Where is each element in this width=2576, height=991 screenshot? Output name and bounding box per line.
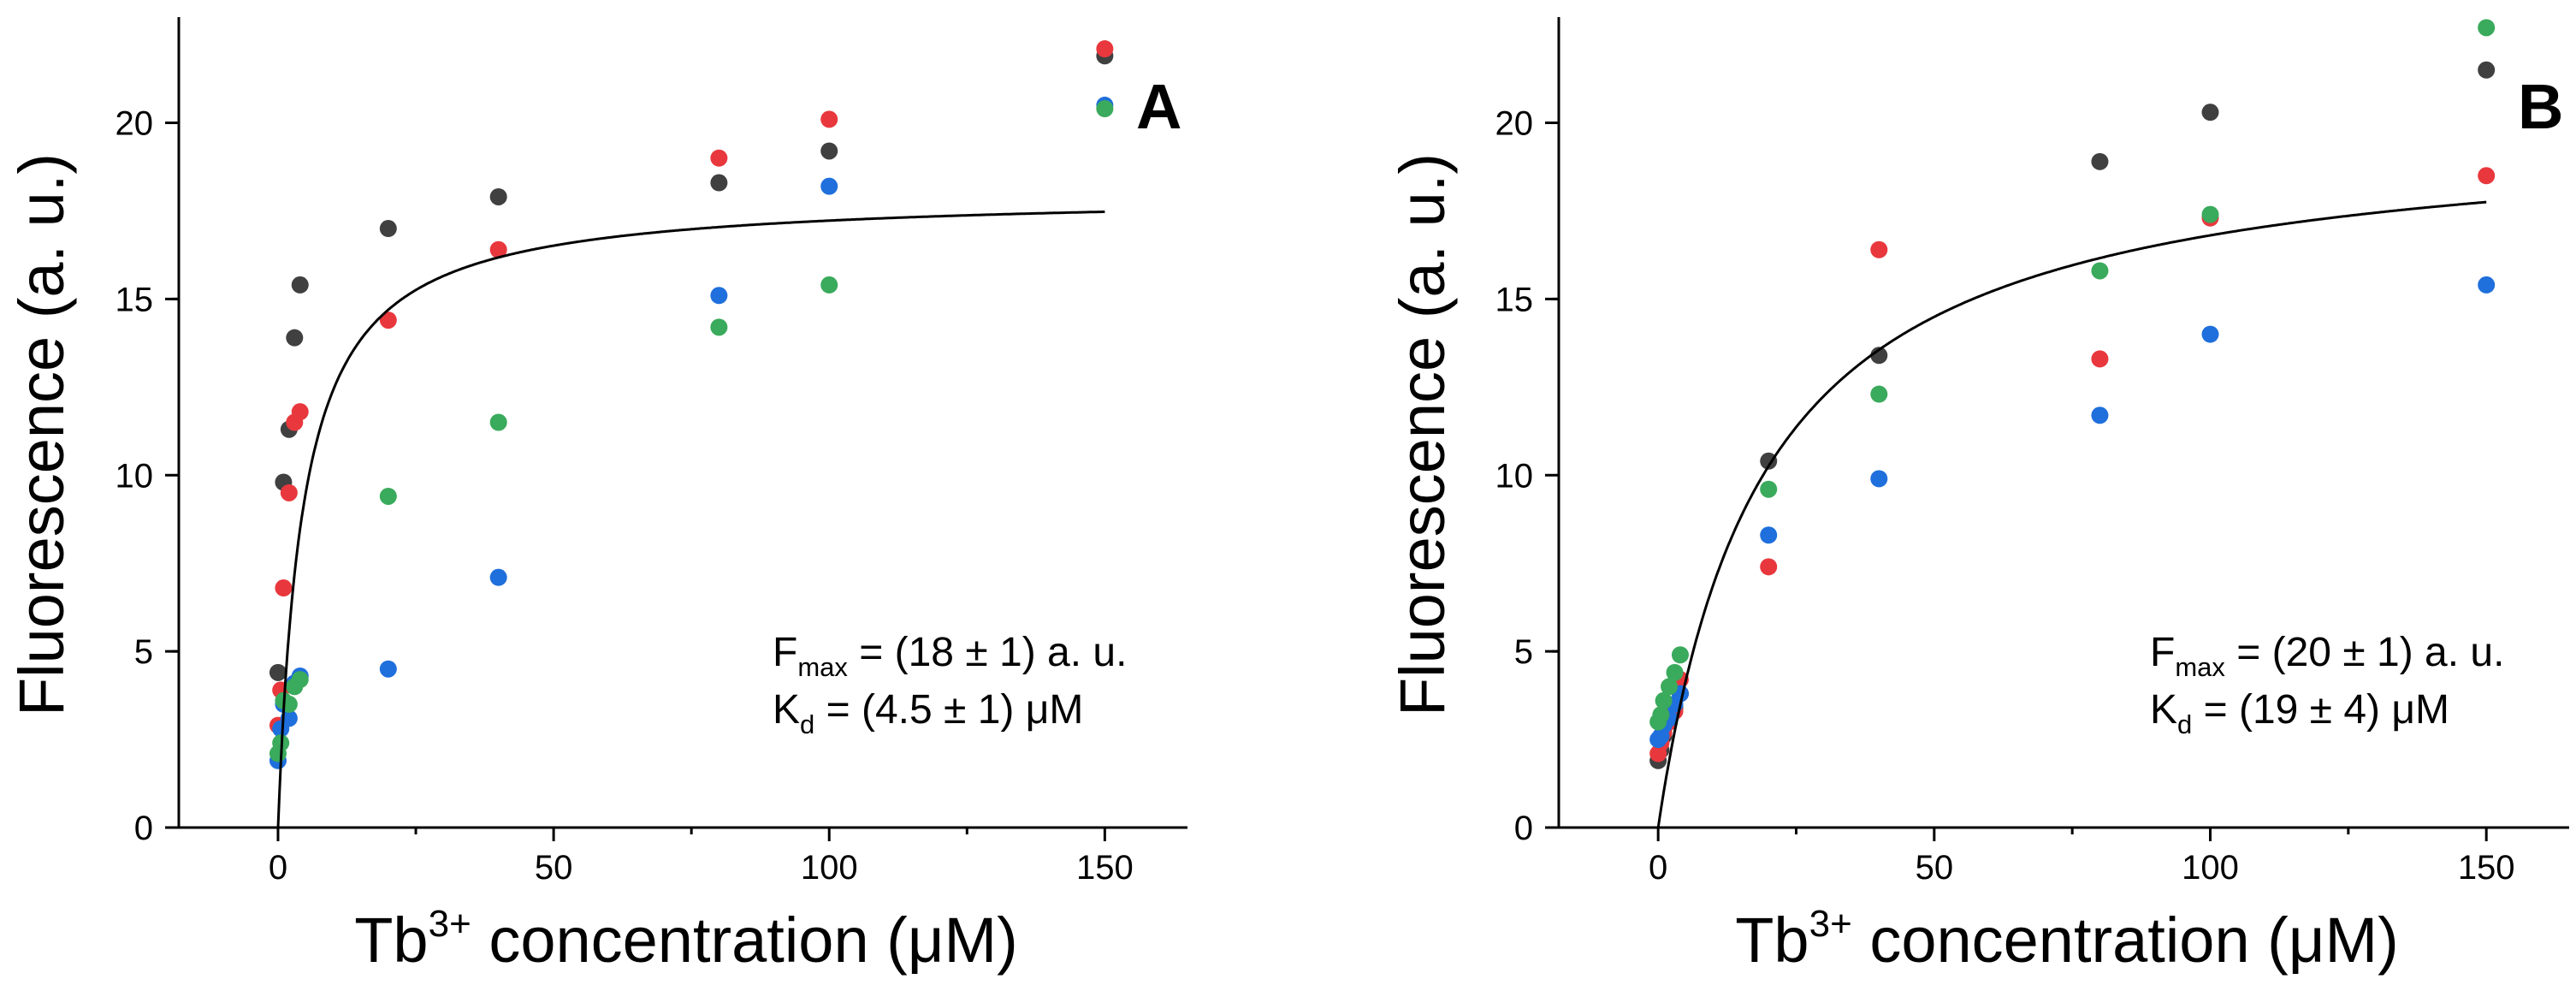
panel-a-point-black [286,329,304,347]
panel-a-point-red [1096,40,1114,58]
panel-b-point-red [2478,167,2496,185]
panel-b-y-tick-label: 10 [1495,457,1534,495]
panel-b-point-red [1760,558,1778,576]
panel-b-point-green [1666,663,1684,681]
panel-b-point-black [2478,61,2496,79]
panel-a-point-blue [710,287,728,305]
panel-b-point-blue [2478,276,2496,294]
panel-a-y-tick-label: 15 [115,281,154,318]
panel-b-point-green [1760,480,1778,498]
panel-a-x-tick-label: 100 [801,849,858,887]
panel-a-point-green [1096,100,1114,118]
panel-b-point-green [2478,19,2496,37]
panel-a-point-blue [280,709,298,727]
panel-b-x-tick-label: 50 [1916,849,1954,887]
panel-a: 0 5 10 15 20 0 50 100 150 A Fmax = (18 ± 1) a. u… [6,17,1187,976]
panel-a-x-tick-label: 0 [269,849,287,887]
panel-a-point-blue [820,177,838,195]
panel-a-kd-annotation: Kd = (4.5 ± 1) μM [773,687,1083,739]
panel-a-point-red [489,240,507,258]
panel-a-point-green [489,413,507,431]
panel-b-point-blue [2201,325,2219,343]
panel-a-y-axis-title: Fluorescence (a. u.) [6,153,77,716]
panel-b-point-green [1652,706,1670,724]
panel-b-point-black [2091,152,2109,170]
panel-a-x-tick-label: 50 [535,849,573,887]
panel-a-point-green [710,318,728,336]
panel-a-point-red [379,312,397,329]
panel-b-point-green [1655,691,1673,709]
panel-a-x-axis-title: Tb3+ concentration (μM) [354,903,1018,976]
panel-b-x-tick-label: 150 [2458,849,2515,887]
panel-b-x-axis-title: Tb3+ concentration (μM) [1735,903,2399,976]
panel-b-point-green [1671,646,1689,664]
panel-a-axes: 0 5 10 15 20 0 50 100 150 [115,17,1187,887]
panel-b-point-black [2201,104,2219,122]
panel-a-letter: A [1136,71,1181,142]
panel-b-point-red [2091,350,2109,368]
panel-b-point-green [2091,262,2109,280]
panel-a-point-black [710,174,728,192]
panel-a-point-black [269,663,287,681]
panel-b-marks [1649,19,2496,769]
panel-a-fit-curve [276,211,1105,828]
panel-a-x-tick-label: 150 [1076,849,1134,887]
panel-a-y-tick-label: 10 [115,457,154,495]
panel-b-point-green [1661,678,1679,696]
panel-b-point-black [1760,452,1778,470]
panel-b-point-green [1870,385,1888,403]
panel-a-point-green [820,276,838,294]
panel-b-letter: B [2518,71,2563,142]
panel-b-y-tick-label: 20 [1495,105,1534,143]
panel-b-point-blue [1760,526,1778,544]
panel-b-kd-annotation: Kd = (19 ± 4) μM [2150,687,2449,739]
panel-a-point-red [291,403,309,421]
panel-b: 0 5 10 15 20 0 50 100 150 B Fmax = (20 ± 1) a. u… [1387,17,2569,976]
panel-a-point-green [291,671,309,689]
panel-a-point-black [291,276,309,294]
panel-a-y-tick-label: 0 [134,810,153,847]
panel-b-fmax-annotation: Fmax = (20 ± 1) a. u. [2150,630,2504,682]
panel-a-point-black [820,142,838,160]
panel-a-marks [269,40,1114,769]
panel-a-y-tick-label: 5 [134,633,153,671]
panel-a-fmax-annotation: Fmax = (18 ± 1) a. u. [773,630,1127,682]
panel-b-point-blue [2091,406,2109,424]
panel-b-y-tick-label: 15 [1495,281,1534,318]
panel-a-y-tick-label: 20 [115,105,154,143]
panel-b-x-tick-label: 0 [1649,849,1667,887]
panel-a-point-red [710,149,728,167]
panel-b-axes: 0 5 10 15 20 0 50 100 150 [1495,17,2569,887]
panel-b-y-tick-label: 5 [1514,633,1533,671]
panel-a-point-red [820,110,838,128]
panel-a-point-blue [379,660,397,678]
panel-b-y-axis-title: Fluorescence (a. u.) [1387,153,1458,716]
panel-b-x-tick-label: 100 [2182,849,2239,887]
panel-b-point-blue [1870,470,1888,488]
panel-b-y-tick-label: 0 [1514,810,1533,847]
panel-b-point-red [1870,240,1888,258]
panel-a-point-red [275,579,293,597]
panel-a-point-red [280,484,298,501]
panel-a-point-blue [489,568,507,586]
panel-a-point-green [379,487,397,505]
panel-a-point-black [489,187,507,205]
panel-a-point-black [379,220,397,238]
panel-b-point-black [1870,347,1888,365]
panel-b-fit-curve [1656,200,2487,828]
panel-b-point-green [2201,205,2219,223]
